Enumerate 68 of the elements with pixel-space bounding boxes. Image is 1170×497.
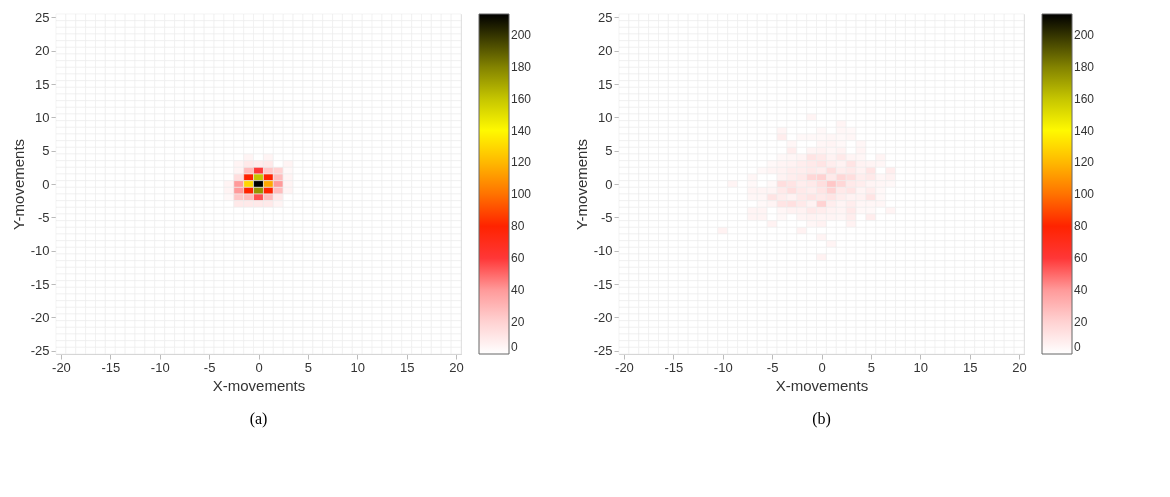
x-tick-label: -20: [52, 359, 71, 375]
x-tick-label: 15: [399, 359, 415, 375]
x-tick-label: 20: [1012, 359, 1027, 375]
y-tick-label: 10: [35, 109, 50, 125]
x-tick-label: 5: [867, 359, 876, 375]
y-tick-label: 0: [605, 176, 613, 192]
x-tick-label: -15: [664, 359, 684, 375]
x-tick-label: 0: [818, 359, 826, 375]
x-tick-label: -10: [150, 359, 170, 375]
y-tick-label: -20: [30, 309, 50, 325]
color-bar-label: 160: [1074, 91, 1095, 106]
y-tick-label: -10: [30, 243, 50, 259]
color-bar-label: 100: [511, 187, 532, 202]
y-tick-label: 25: [35, 9, 50, 25]
color-bar-label: 180: [1074, 59, 1095, 74]
color-bar-label: 120: [511, 155, 532, 170]
y-tick-label: -25: [30, 343, 50, 359]
color-bar-label: 120: [1074, 155, 1095, 170]
color-bar-label: 0: [1074, 340, 1081, 354]
x-tick-label: 10: [913, 359, 929, 375]
x-axis-title: X-movements: [775, 376, 869, 394]
color-bar-label: 60: [1074, 251, 1088, 266]
x-tick-label: -20: [615, 359, 634, 375]
text: (b): [812, 410, 831, 428]
color-bar-label: 200: [511, 27, 532, 42]
x-tick-label: -5: [203, 359, 216, 375]
y-tick-label: -5: [37, 209, 50, 225]
y-tick-label: -10: [593, 243, 613, 259]
y-tick-label: 20: [35, 43, 50, 59]
y-tick-label: 20: [598, 43, 613, 59]
y-tick-label: -15: [593, 276, 613, 292]
color-bar-label: 80: [511, 219, 525, 234]
color-bar-label: 60: [511, 251, 525, 266]
color-bar-label: 20: [511, 315, 525, 330]
x-tick-label: -15: [101, 359, 121, 375]
color-bar-label: 200: [1074, 27, 1095, 42]
color-bar-label: 160: [511, 91, 532, 106]
y-tick-label: 25: [598, 9, 613, 25]
color-bar-label: 80: [1074, 219, 1088, 234]
color-bar-label: 0: [511, 340, 518, 354]
color-bar-label: 20: [1074, 315, 1088, 330]
y-tick-label: -20: [593, 309, 613, 325]
y-tick-label: -15: [30, 276, 50, 292]
x-tick-label: 15: [962, 359, 978, 375]
color-bar-label: 40: [1074, 283, 1088, 298]
color-bar-label: 40: [511, 283, 525, 298]
y-tick-label: 0: [42, 176, 50, 192]
y-tick-label: 15: [598, 76, 613, 92]
x-axis-title: X-movements: [212, 376, 306, 394]
x-tick-label: 0: [255, 359, 263, 375]
y-tick-label: 5: [605, 143, 613, 159]
y-axis-title: Y-movements: [572, 138, 590, 231]
color-bar-label: 100: [1074, 187, 1095, 202]
text: (a): [249, 410, 268, 428]
x-tick-label: -5: [766, 359, 779, 375]
y-tick-label: -25: [593, 343, 613, 359]
x-tick-label: 10: [350, 359, 366, 375]
color-bar-label: 140: [511, 123, 532, 138]
color-bar-label: 180: [511, 59, 532, 74]
y-axis-title: Y-movements: [9, 138, 27, 231]
y-tick-label: -5: [600, 209, 613, 225]
y-tick-label: 10: [598, 109, 613, 125]
x-tick-label: 5: [304, 359, 313, 375]
x-tick-label: 20: [449, 359, 464, 375]
y-tick-label: 15: [35, 76, 50, 92]
color-bar-label: 140: [1074, 123, 1095, 138]
y-tick-label: 5: [42, 143, 50, 159]
x-tick-label: -10: [713, 359, 733, 375]
